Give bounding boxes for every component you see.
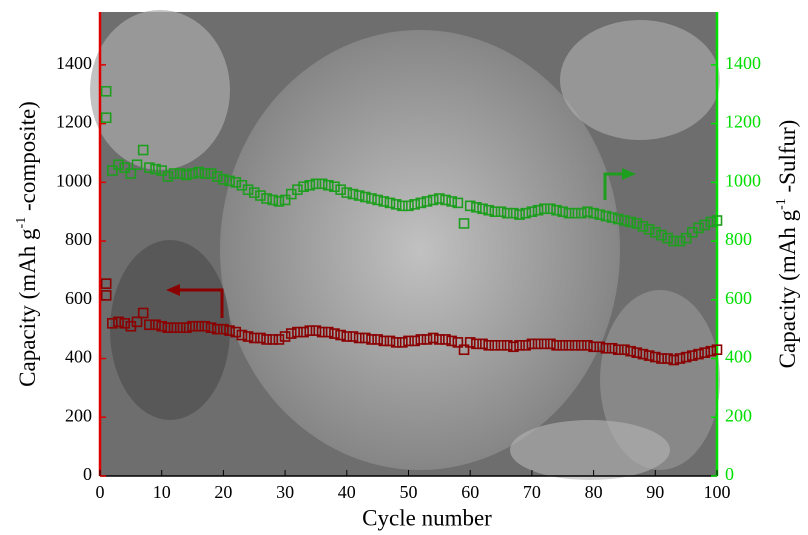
x-axis-label: Cycle number (362, 505, 492, 530)
y-tick-label: 800 (65, 229, 92, 249)
sem-background (90, 10, 720, 480)
y2-tick-label: 600 (725, 288, 752, 308)
x-tick-label: 70 (523, 482, 541, 502)
y2-tick-label: 1000 (725, 170, 761, 190)
x-tick-label: 100 (704, 482, 731, 502)
x-tick-label: 0 (96, 482, 105, 502)
x-tick-label: 20 (214, 482, 232, 502)
y-tick-label: 0 (83, 464, 92, 484)
y-tick-label: 200 (65, 405, 92, 425)
y2-tick-label: 0 (725, 464, 734, 484)
y2-tick-label: 800 (725, 229, 752, 249)
x-tick-label: 90 (646, 482, 664, 502)
y2-tick-label: 1400 (725, 53, 761, 73)
y-tick-label: 1400 (56, 53, 92, 73)
x-tick-label: 60 (461, 482, 479, 502)
x-tick-label: 80 (585, 482, 603, 502)
y2-tick-label: 400 (725, 347, 752, 367)
y-axis-label: Capacity (mAh g-1 -composite) (14, 101, 40, 387)
y2-axis-label: Capacity (mAh g-1 -Sulfur) (774, 120, 800, 369)
y-tick-label: 600 (65, 288, 92, 308)
y2-tick-label: 200 (725, 405, 752, 425)
x-tick-label: 30 (276, 482, 294, 502)
y-tick-label: 400 (65, 347, 92, 367)
x-tick-label: 50 (400, 482, 418, 502)
y2-tick-label: 1200 (725, 112, 761, 132)
y-tick-label: 1000 (56, 170, 92, 190)
chart: Cycle number Capacity (mAh g-1 -composit… (0, 0, 808, 535)
x-tick-label: 40 (338, 482, 356, 502)
y-tick-label: 1200 (56, 112, 92, 132)
x-tick-label: 10 (153, 482, 171, 502)
